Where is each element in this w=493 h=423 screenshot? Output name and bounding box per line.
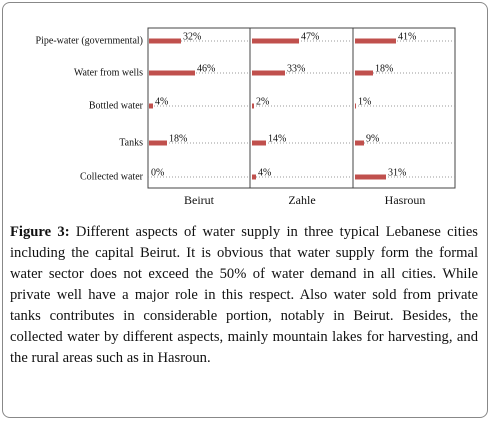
value-label: 31% — [388, 167, 406, 178]
value-label: 4% — [155, 96, 168, 107]
value-label: 33% — [287, 63, 305, 74]
value-label: 4% — [258, 167, 271, 178]
bar — [149, 140, 167, 146]
caption-label: Figure 3: — [10, 224, 70, 240]
bar — [252, 38, 299, 44]
value-label: 18% — [375, 63, 393, 74]
chart: Pipe-water (governmental) Water from well… — [36, 27, 456, 207]
panel-label: Hasroun — [385, 193, 426, 207]
value-label: 47% — [301, 31, 319, 42]
caption-text: Different aspects of water supply in thr… — [10, 224, 478, 366]
value-label: 0% — [151, 167, 164, 178]
bar — [149, 70, 195, 76]
value-label: 46% — [197, 63, 215, 74]
category-label: Pipe-water (governmental) — [36, 35, 143, 46]
figure-frame — [2, 2, 488, 418]
category-label: Water from wells — [74, 67, 143, 78]
value-label: 2% — [256, 96, 269, 107]
bar — [252, 174, 256, 180]
bar — [355, 103, 356, 109]
caption: Figure 3: Different aspects of water sup… — [10, 222, 478, 369]
bar — [355, 38, 396, 44]
bar — [252, 70, 285, 76]
value-label: 9% — [366, 133, 379, 144]
value-label: 1% — [358, 96, 371, 107]
bar — [252, 103, 254, 109]
bar — [355, 174, 386, 180]
value-label: 41% — [398, 31, 416, 42]
bar — [252, 140, 266, 146]
bar — [355, 140, 364, 146]
value-label: 18% — [169, 133, 187, 144]
panel-label: Beirut — [184, 193, 215, 207]
value-label: 14% — [268, 133, 286, 144]
bar — [355, 70, 373, 76]
bar — [149, 103, 153, 109]
category-label: Bottled water — [89, 100, 144, 111]
category-label: Collected water — [80, 171, 144, 182]
plot-frame — [147, 27, 456, 189]
category-label: Tanks — [119, 137, 143, 148]
value-label: 32% — [183, 31, 201, 42]
panel-label: Zahle — [288, 193, 315, 207]
bar — [149, 38, 181, 44]
